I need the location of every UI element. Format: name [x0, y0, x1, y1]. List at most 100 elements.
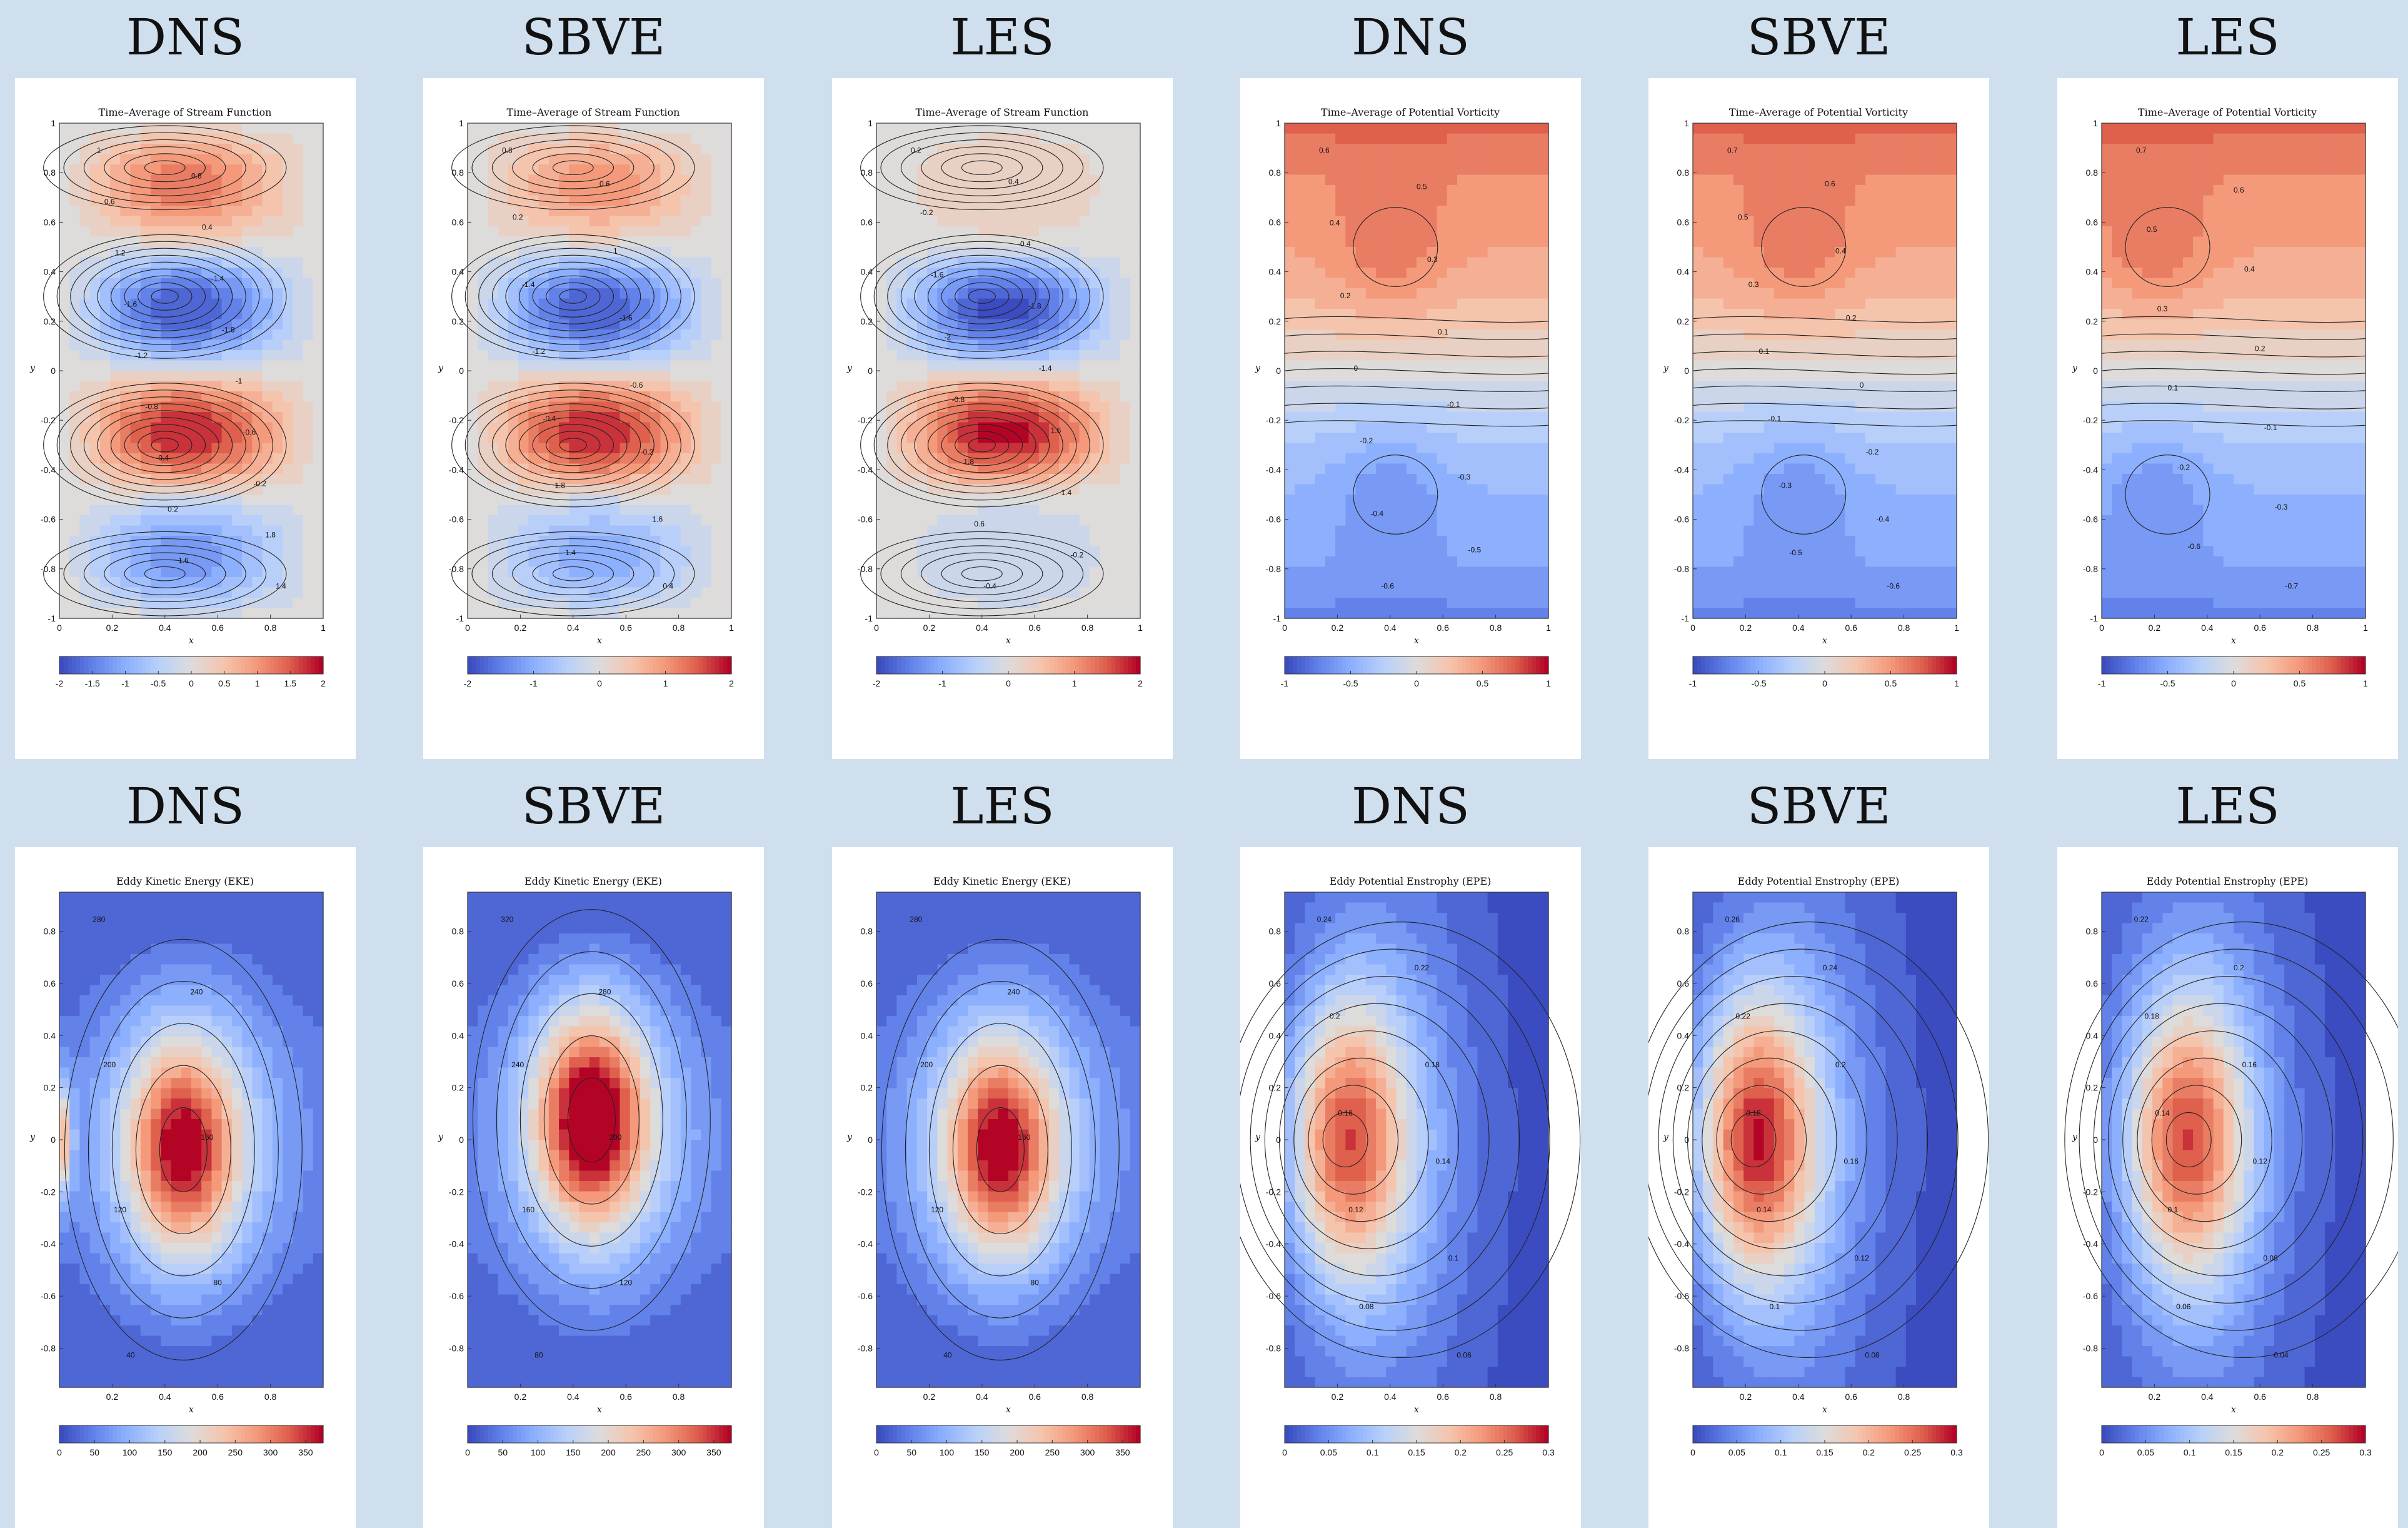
- field-cell: [948, 361, 958, 371]
- field-cell: [211, 474, 222, 485]
- field-cell: [1285, 237, 1295, 248]
- field-cell: [1397, 196, 1407, 206]
- field-cell: [1090, 134, 1100, 144]
- field-cell: [1376, 319, 1387, 330]
- field-cell: [1120, 350, 1131, 361]
- field-cell: [131, 505, 141, 516]
- field-cell: [252, 577, 263, 588]
- field-cell: [1090, 247, 1100, 258]
- colorbar-swatch: [1120, 656, 1124, 674]
- field-cell: [1059, 608, 1070, 619]
- field-cell: [1130, 175, 1141, 186]
- field-cell: [1295, 278, 1305, 289]
- field-cell: [232, 556, 243, 567]
- field-cell: [1008, 319, 1019, 330]
- field-cell: [1285, 464, 1295, 475]
- field-cell: [1059, 247, 1070, 258]
- field-cell: [468, 371, 478, 381]
- colorbar-swatch: [1013, 656, 1017, 674]
- field-cell: [1427, 598, 1437, 608]
- field-cell: [79, 216, 90, 227]
- field-cell: [110, 371, 121, 381]
- field-cell: [222, 526, 233, 536]
- field-cell: [293, 134, 303, 144]
- field-cell: [1039, 350, 1050, 361]
- field-cell: [968, 556, 978, 567]
- field-cell: [620, 423, 630, 433]
- field-cell: [1356, 216, 1367, 227]
- field-cell: [313, 556, 324, 567]
- field-cell: [1080, 526, 1090, 536]
- field-cell: [1080, 268, 1090, 278]
- field-cell: [79, 402, 90, 413]
- field-cell: [681, 485, 691, 495]
- field-cell: [1059, 164, 1070, 175]
- field-cell: [1397, 505, 1407, 516]
- field-cell: [671, 608, 681, 619]
- field-cell: [171, 412, 182, 423]
- field-cell: [1120, 391, 1131, 402]
- field: [59, 123, 324, 619]
- field-cell: [488, 556, 498, 567]
- colorbar-swatch: [885, 656, 889, 674]
- field-cell: [886, 485, 897, 495]
- field-cell: [468, 216, 478, 227]
- field-cell: [59, 350, 70, 361]
- field-cell: [1305, 268, 1315, 278]
- field-cell: [711, 196, 722, 206]
- field-cell: [988, 288, 999, 299]
- field-cell: [660, 350, 671, 361]
- field-cell: [120, 288, 131, 299]
- field-cell: [569, 361, 579, 371]
- field-cell: [1100, 258, 1110, 268]
- field-cell: [1335, 226, 1346, 237]
- field-cell: [1407, 185, 1417, 196]
- field-cell: [1018, 485, 1029, 495]
- field-cell: [681, 402, 691, 413]
- field-cell: [468, 350, 478, 361]
- field-cell: [1417, 433, 1427, 443]
- field-cell: [549, 309, 559, 319]
- field-cell: [927, 598, 938, 608]
- field-cell: [518, 567, 529, 578]
- field-cell: [1345, 123, 1356, 134]
- field-cell: [620, 474, 630, 485]
- y-axis-label: y: [29, 363, 36, 373]
- field-cell: [701, 247, 711, 258]
- field-cell: [263, 216, 273, 227]
- field-cell: [1069, 423, 1080, 433]
- colorbar-swatch: [583, 656, 588, 674]
- field-cell: [1376, 433, 1387, 443]
- field-cell: [1417, 443, 1427, 454]
- field-cell: [1397, 433, 1407, 443]
- field-cell: [701, 381, 711, 392]
- field-cell: [691, 185, 701, 196]
- field-cell: [252, 495, 263, 505]
- field-cell: [1100, 226, 1110, 237]
- field-cell: [528, 505, 539, 516]
- field-cell: [1366, 154, 1377, 165]
- colorbar-swatch: [228, 656, 233, 674]
- field-cell: [998, 123, 1009, 134]
- field-cell: [1130, 598, 1141, 608]
- field-cell: [701, 577, 711, 588]
- field-cell: [711, 247, 722, 258]
- field-cell: [711, 536, 722, 546]
- field-cell: [988, 350, 999, 361]
- field-cell: [620, 608, 630, 619]
- field-cell: [1417, 608, 1427, 619]
- field-cell: [131, 433, 141, 443]
- colorbar-swatch: [274, 656, 278, 674]
- field-cell: [283, 495, 293, 505]
- field-cell: [303, 175, 314, 186]
- field-cell: [1110, 123, 1120, 134]
- field-cell: [1397, 226, 1407, 237]
- field-cell: [191, 433, 202, 443]
- field-cell: [1315, 391, 1326, 402]
- field-cell: [681, 526, 691, 536]
- field-cell: [937, 577, 948, 588]
- field-cell: [59, 371, 70, 381]
- field-cell: [171, 309, 182, 319]
- field-cell: [886, 505, 897, 516]
